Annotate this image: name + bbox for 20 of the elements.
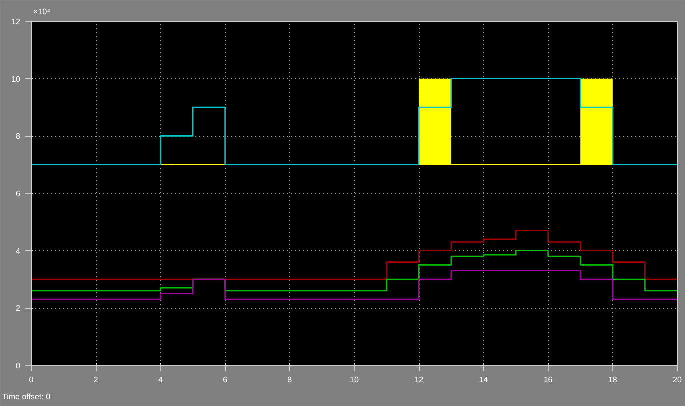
x-tick-label: 2 xyxy=(94,376,99,384)
y-tick-label: 0 xyxy=(16,362,22,370)
y-tick-label: 12 xyxy=(12,18,22,26)
x-tick-label: 14 xyxy=(479,376,489,384)
x-tick-label: 10 xyxy=(350,376,360,384)
y-tick-label: 4 xyxy=(16,246,22,256)
y-tick-label: 10 xyxy=(12,74,22,84)
x-tick-label: 0 xyxy=(29,376,34,384)
x-tick-label: 16 xyxy=(544,376,554,384)
x-tick-label: 4 xyxy=(158,376,164,384)
x-tick-label: 18 xyxy=(608,376,618,384)
text: Time offset: 0 xyxy=(2,392,52,402)
x-tick-label: 6 xyxy=(223,376,228,384)
text: ×10⁴ xyxy=(34,8,52,16)
y-tick-label: 8 xyxy=(16,132,22,142)
x-tick-label: 20 xyxy=(673,376,682,384)
x-tick-label: 8 xyxy=(288,376,293,384)
y-tick-label: 6 xyxy=(16,190,22,198)
x-tick-label: 12 xyxy=(414,376,424,384)
y-tick-label: 2 xyxy=(16,304,22,314)
